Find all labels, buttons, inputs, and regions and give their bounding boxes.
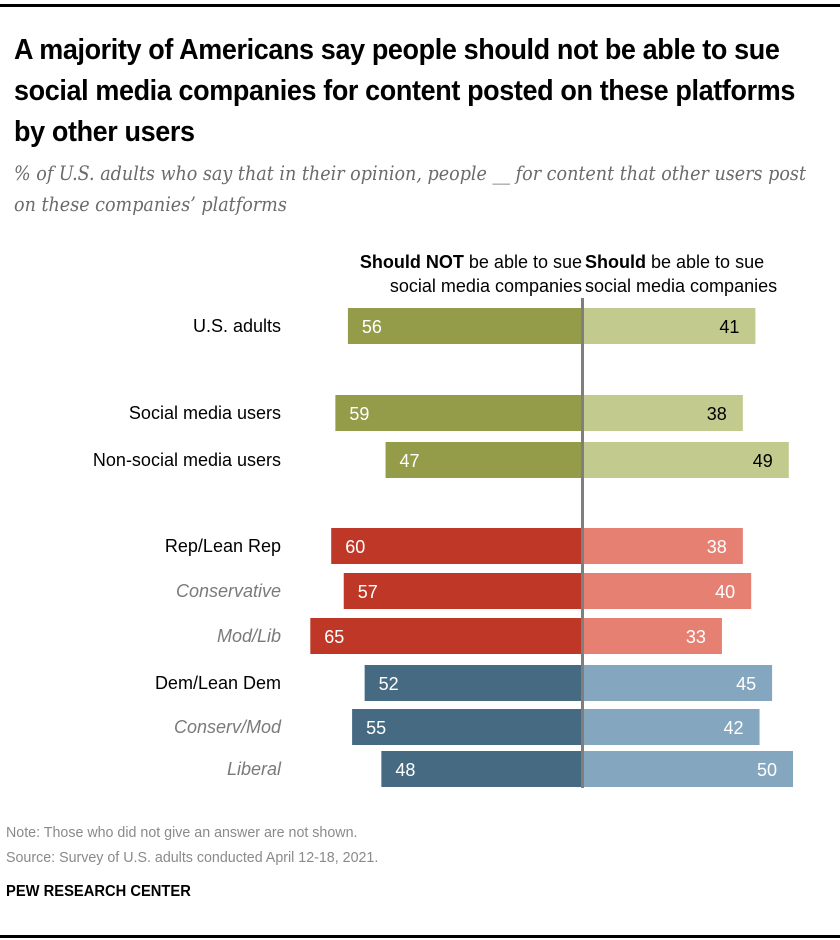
bar-should (584, 573, 752, 609)
chart-title: A majority of Americans say people shoul… (14, 34, 795, 148)
value-label-should: 45 (736, 674, 756, 694)
bar-should-not (347, 308, 582, 344)
bar-should (584, 751, 793, 787)
value-label-should-not: 57 (358, 582, 378, 602)
legend-should-not-rest: be able to sue (463, 252, 582, 272)
category-label: Rep/Lean Rep (165, 536, 281, 556)
value-label-should-not: 55 (366, 718, 386, 738)
note-text: Note: Those who did not give an answer a… (6, 824, 358, 841)
bar-should (584, 442, 789, 478)
value-label-should: 49 (753, 451, 773, 471)
category-label: Dem/Lean Dem (155, 673, 281, 693)
value-label-should-not: 60 (345, 537, 365, 557)
value-label-should-not: 59 (349, 404, 369, 424)
bar-should (584, 395, 743, 431)
brand-logo-text: PEW RESEARCH CENTER (6, 883, 191, 900)
value-label-should-not: 48 (395, 760, 415, 780)
bar-should-not (335, 395, 582, 431)
legend-should-not-bold: Should NOT (359, 252, 464, 272)
footnotes: Note: Those who did not give an answer a… (6, 820, 378, 870)
value-label-should: 50 (757, 760, 777, 780)
category-label: Social media users (129, 403, 281, 423)
bar-should (584, 528, 743, 564)
value-label-should-not: 47 (400, 451, 420, 471)
value-label-should: 42 (724, 718, 744, 738)
bar-should-not (385, 442, 582, 478)
legend-should-bold: Should (585, 252, 646, 272)
bar-should (584, 618, 722, 654)
legend-should-rest: be able to sue (646, 252, 765, 272)
value-label-should-not: 56 (362, 317, 382, 337)
bar-should-not (364, 665, 582, 701)
bar-should-not (310, 618, 582, 654)
value-label-should: 40 (715, 582, 735, 602)
value-label-should: 38 (707, 404, 727, 424)
category-label: Liberal (227, 759, 282, 779)
legend-should: Should be able to sue social media compa… (585, 250, 777, 298)
bar-should-not (352, 709, 582, 745)
category-label: Non-social media users (93, 450, 281, 470)
chart-subtitle: % of U.S. adults who say that in their o… (14, 162, 806, 216)
bar-should-not (331, 528, 582, 564)
legend-should-line2: social media companies (585, 276, 778, 296)
value-label-should-not: 52 (379, 674, 399, 694)
category-label: Conserv/Mod (174, 717, 282, 737)
value-label-should: 33 (686, 627, 706, 647)
top-rule (0, 4, 840, 7)
bar-should-not (381, 751, 582, 787)
bar-should-not (343, 573, 582, 609)
center-axis-line (581, 298, 584, 788)
legend-should-not: Should NOT be able to sue social media c… (360, 250, 582, 298)
value-label-should: 41 (719, 317, 739, 337)
bar-should (584, 308, 756, 344)
bar-should (584, 665, 773, 701)
source-text: Source: Survey of U.S. adults conducted … (6, 849, 379, 866)
category-label: Conservative (176, 581, 281, 601)
value-label-should: 38 (707, 537, 727, 557)
bottom-rule (0, 935, 840, 938)
value-label-should-not: 65 (324, 627, 344, 647)
legend-should-not-line2: social media companies (389, 276, 582, 296)
category-label: Mod/Lib (217, 626, 281, 646)
bar-should (584, 709, 760, 745)
category-label: U.S. adults (193, 316, 281, 336)
